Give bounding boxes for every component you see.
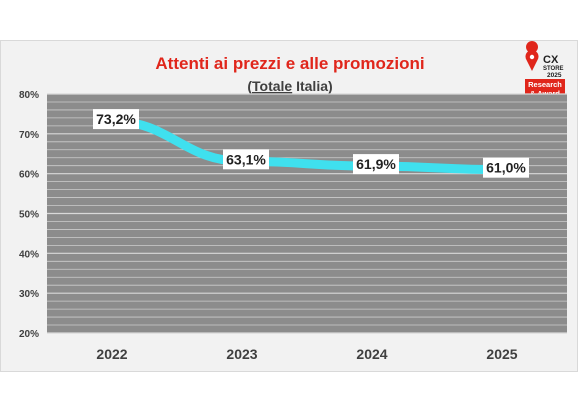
line-chart: Attenti ai prezzi e alle promozioni (Tot… [19,41,567,362]
y-tick-label: 30% [19,289,39,300]
logo-store: STORE [543,66,564,72]
y-tick-label: 60% [19,170,39,181]
x-tick-label: 2024 [356,346,387,362]
chart-frame: Attenti ai prezzi e alle promozioni (Tot… [0,40,578,372]
subtitle-open-paren: ( [247,78,252,94]
chart-title: Attenti ai prezzi e alle promozioni [155,54,424,73]
logo-badge [525,79,565,98]
cx-store-logo: CX STORE 2025 Research & Award [525,41,565,98]
y-tick-label: 40% [19,249,39,260]
data-label: 61,0% [486,160,526,176]
subtitle-rest: Italia) [292,78,332,94]
data-label-box [353,154,399,175]
data-label: 61,9% [356,156,396,172]
y-tick-label: 80% [19,90,39,101]
series-line [107,116,507,175]
y-tick-label: 50% [19,210,39,221]
x-tick-label: 2023 [226,346,257,362]
y-tick-label: 20% [19,329,39,340]
chart-subtitle: (Totale Italia) [247,78,332,94]
logo-badge-line1: Research [528,80,562,89]
data-label-box [223,149,269,170]
data-label-box [93,109,139,130]
map-pin-hole [529,54,535,60]
data-label: 73,2% [96,111,136,127]
y-tick-label: 70% [19,130,39,141]
subtitle-main: Totale [252,78,292,94]
x-tick-label: 2025 [486,346,517,362]
data-label: 63,1% [226,151,266,167]
logo-year: 2025 [547,72,562,79]
data-label-box [483,157,529,178]
logo-cx: CX [543,54,559,66]
x-tick-label: 2022 [96,346,127,362]
